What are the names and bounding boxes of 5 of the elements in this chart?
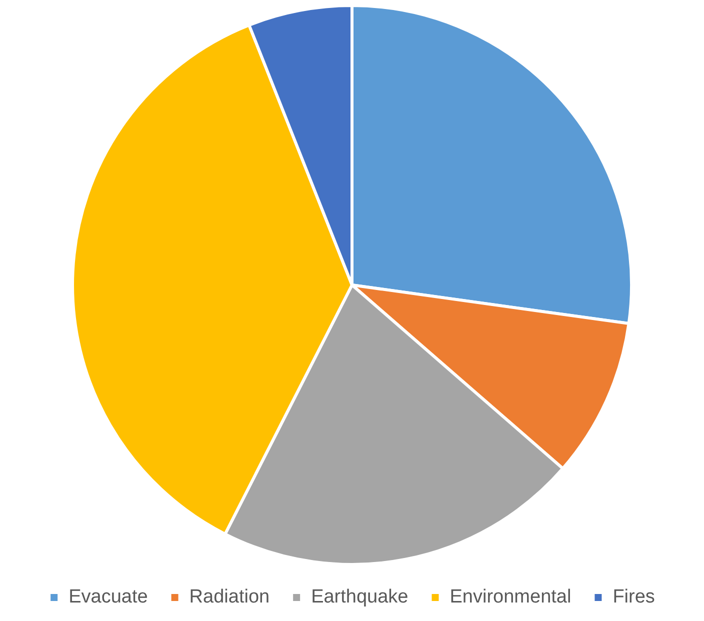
legend-label: Fires bbox=[612, 586, 655, 608]
legend-label: Environmental bbox=[450, 586, 572, 608]
legend-label: Earthquake bbox=[311, 586, 408, 608]
legend-label: Radiation bbox=[189, 586, 270, 608]
legend-label: Evacuate bbox=[68, 586, 148, 608]
